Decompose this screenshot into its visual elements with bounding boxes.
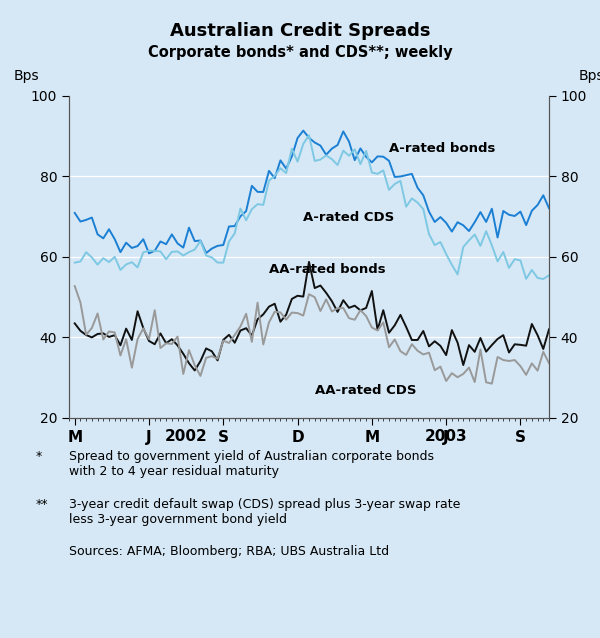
Text: A-rated CDS: A-rated CDS (303, 211, 395, 223)
Text: Bps: Bps (14, 69, 40, 83)
Text: Bps: Bps (578, 69, 600, 83)
Text: A-rated bonds: A-rated bonds (389, 142, 496, 155)
Text: 2002: 2002 (165, 429, 208, 444)
Text: Australian Credit Spreads: Australian Credit Spreads (170, 22, 430, 40)
Text: **: ** (36, 498, 49, 510)
Text: Corporate bonds* and CDS**; weekly: Corporate bonds* and CDS**; weekly (148, 45, 452, 60)
Text: 3-year credit default swap (CDS) spread plus 3-year swap rate
less 3-year govern: 3-year credit default swap (CDS) spread … (69, 498, 460, 526)
Text: Spread to government yield of Australian corporate bonds
with 2 to 4 year residu: Spread to government yield of Australian… (69, 450, 434, 478)
Text: Sources: AFMA; Bloomberg; RBA; UBS Australia Ltd: Sources: AFMA; Bloomberg; RBA; UBS Austr… (69, 545, 389, 558)
Text: *: * (36, 450, 42, 463)
Text: AA-rated CDS: AA-rated CDS (315, 383, 416, 397)
Text: AA-rated bonds: AA-rated bonds (269, 263, 386, 276)
Text: 2003: 2003 (425, 429, 467, 444)
